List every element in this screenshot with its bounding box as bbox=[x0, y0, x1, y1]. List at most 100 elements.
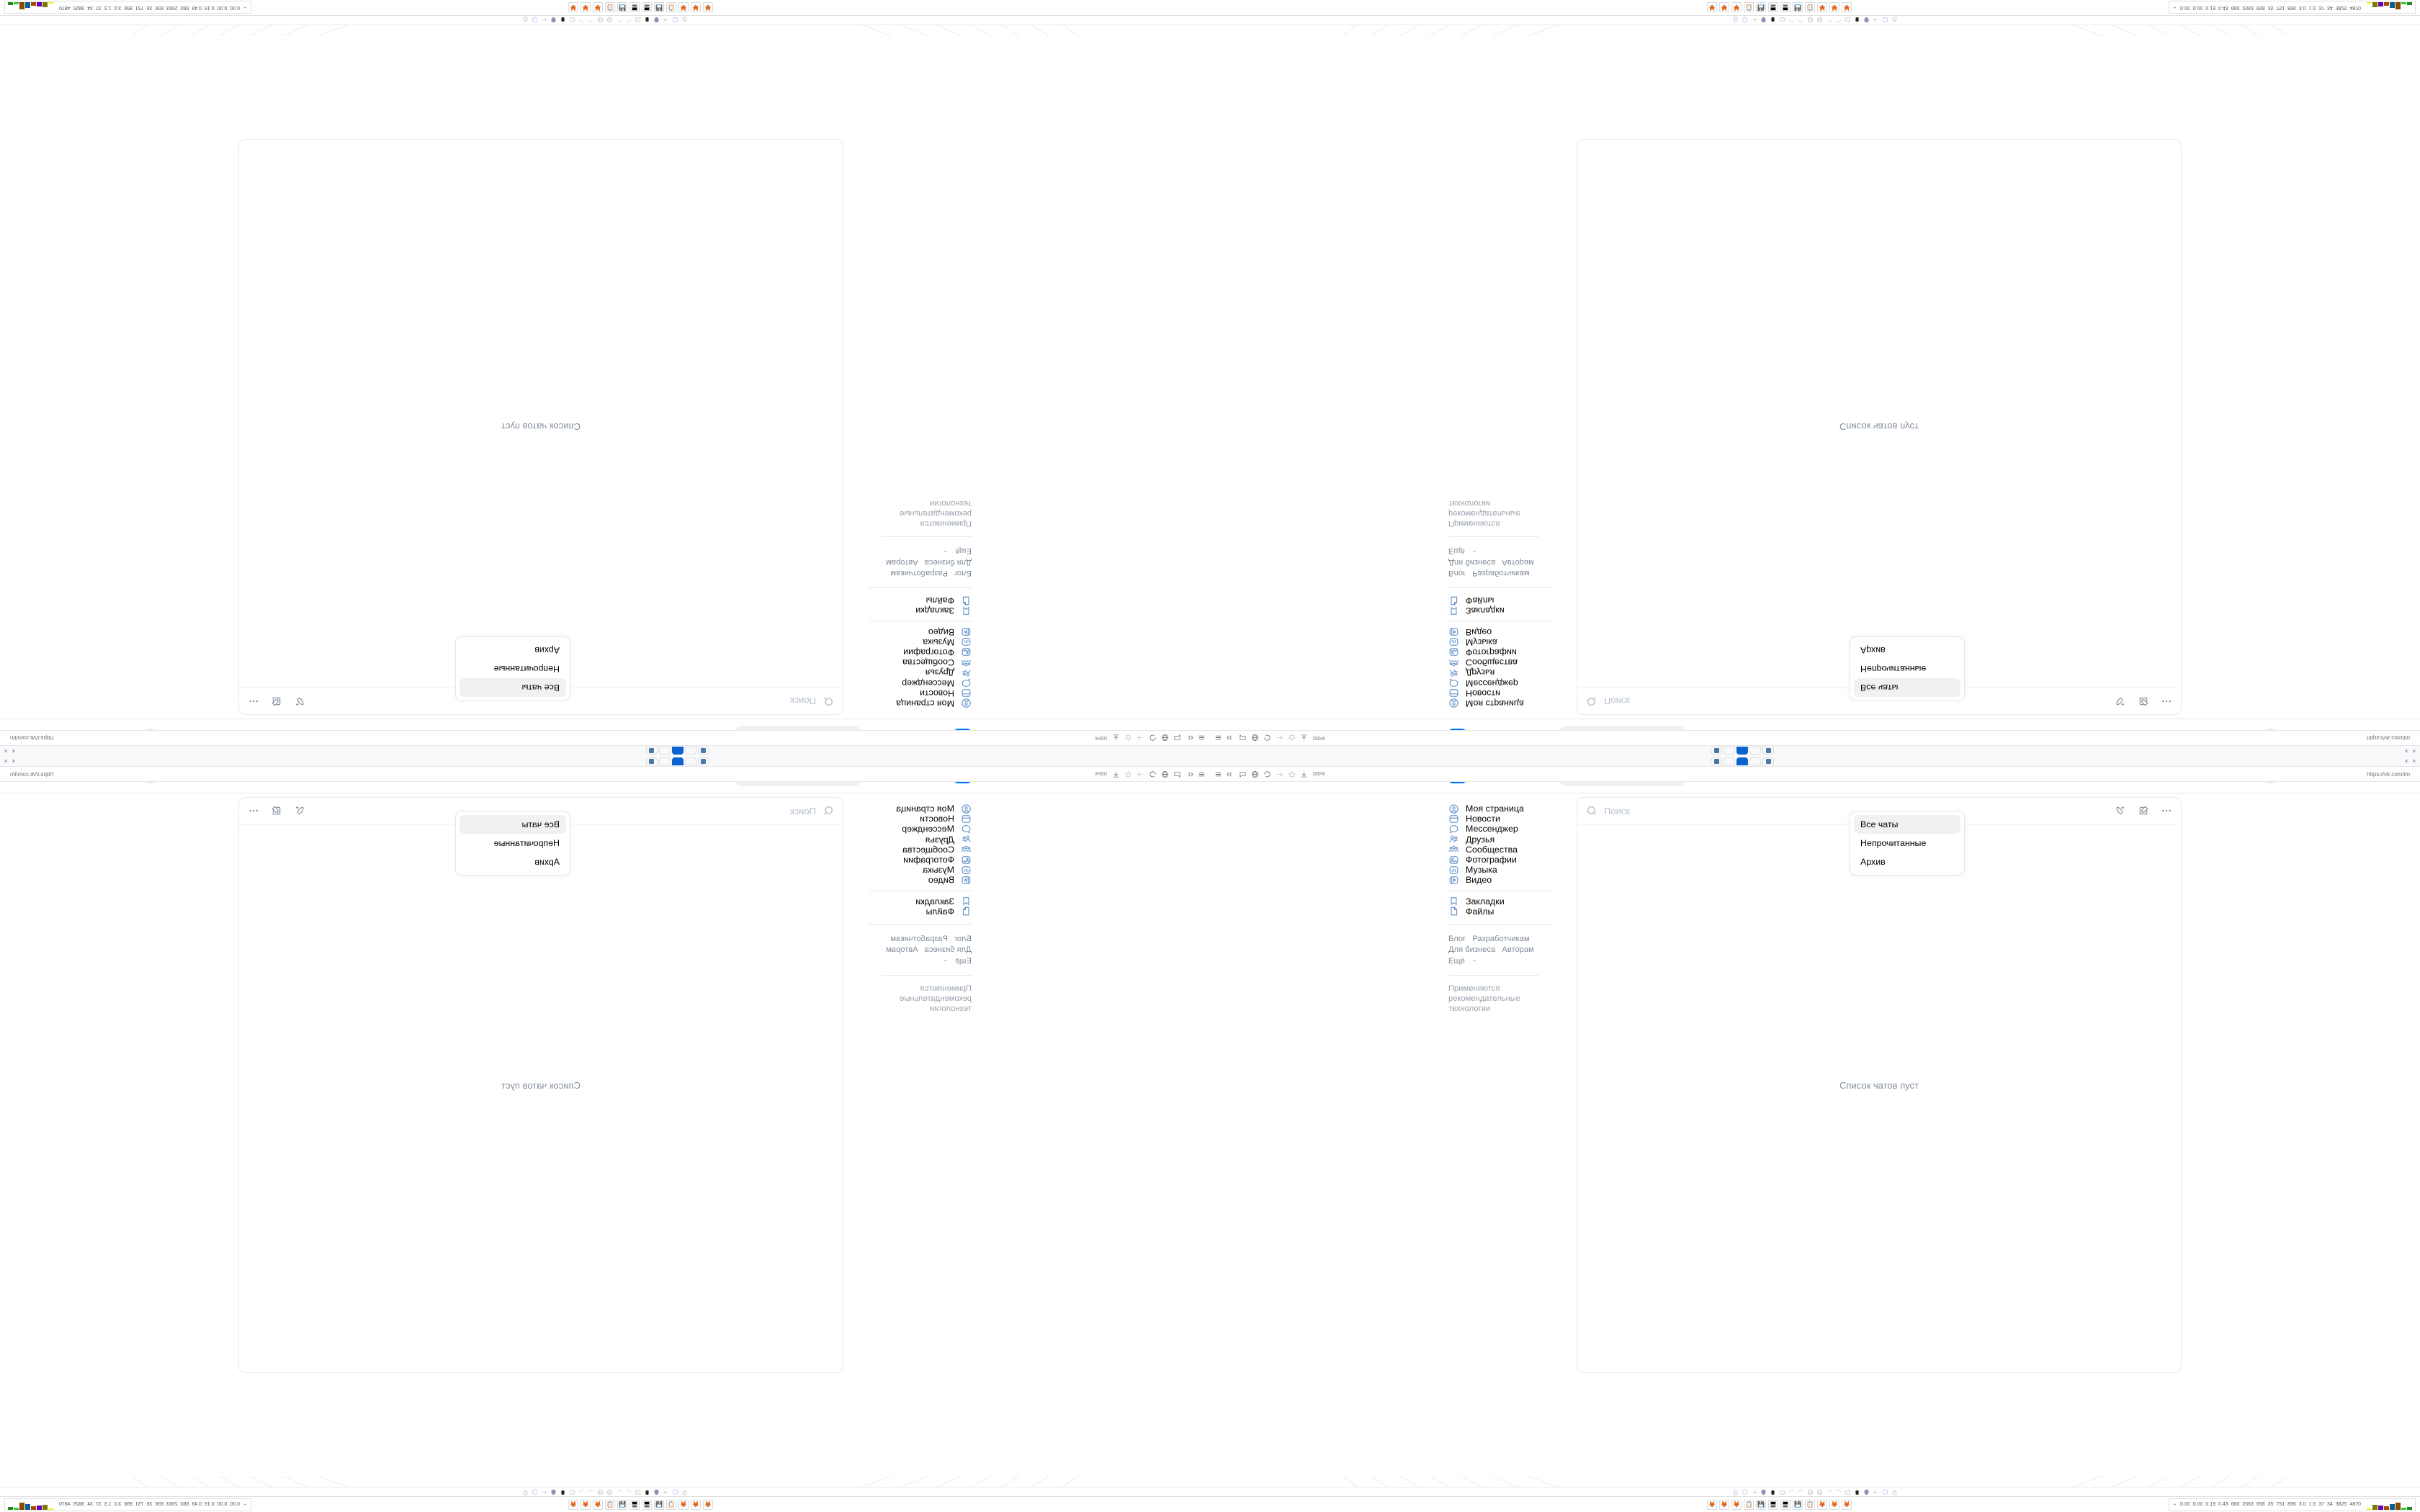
notepad-icon[interactable]: 📋 bbox=[666, 1499, 676, 1510]
sidebar-item-news[interactable]: Новости bbox=[864, 688, 972, 698]
terminal-icon[interactable]: 🖥 bbox=[642, 2, 652, 13]
more-options-icon[interactable] bbox=[2161, 805, 2172, 816]
sidebar-item-messenger[interactable]: Мессенджер bbox=[1448, 678, 1556, 688]
star-icon[interactable] bbox=[1124, 734, 1132, 742]
chevrons-icon[interactable] bbox=[1186, 734, 1193, 742]
more-options-icon[interactable] bbox=[2161, 696, 2172, 707]
sidebar-item-communities[interactable]: Сообщества bbox=[1448, 657, 1556, 667]
star-icon[interactable] bbox=[1124, 770, 1132, 778]
browser-tab-active[interactable] bbox=[1736, 747, 1748, 755]
messenger-search-input[interactable]: Поиск bbox=[305, 805, 834, 816]
triangle-right-icon[interactable] bbox=[2411, 758, 2417, 764]
messenger-search-input[interactable]: Поиск bbox=[305, 696, 834, 707]
terminal-icon[interactable]: 🖥 bbox=[1768, 1499, 1778, 1510]
globe-icon[interactable] bbox=[1251, 734, 1259, 742]
floppy-disk-icon[interactable]: 💾 bbox=[1756, 2, 1766, 13]
chevron-up-icon[interactable] bbox=[243, 1502, 248, 1507]
browser-tab[interactable] bbox=[698, 757, 709, 765]
floppy-disk-icon[interactable]: 💾 bbox=[617, 2, 627, 13]
zoom-level-label[interactable]: 100% bbox=[1312, 735, 1325, 741]
sidebar-item-news[interactable]: Новости bbox=[1448, 688, 1556, 698]
download-icon[interactable] bbox=[1300, 734, 1308, 742]
footer-link-authors[interactable]: Авторам bbox=[1502, 945, 1534, 955]
firefox-icon[interactable]: 🦊 bbox=[678, 1499, 689, 1510]
footer-link-more[interactable]: Ещё bbox=[955, 546, 972, 556]
reload-icon[interactable] bbox=[1149, 734, 1157, 742]
sidebar-item-my-page[interactable]: Моя страница bbox=[1448, 804, 1556, 814]
firefox-icon[interactable]: 🦊 bbox=[1829, 2, 1839, 13]
download-icon[interactable] bbox=[1112, 734, 1120, 742]
sidebar-item-messenger[interactable]: Мессенджер bbox=[864, 824, 972, 834]
filter-archive[interactable]: Архив bbox=[1860, 645, 1886, 655]
sidebar-item-video[interactable]: Видео bbox=[864, 627, 972, 637]
notepad-icon[interactable]: 📋 bbox=[1805, 1499, 1815, 1510]
browser-tab[interactable] bbox=[1724, 757, 1735, 765]
triangle-right-icon[interactable] bbox=[2411, 748, 2417, 754]
reload-icon[interactable] bbox=[1263, 770, 1271, 778]
sidebar-item-music[interactable]: Музыка bbox=[1448, 637, 1556, 647]
filter-unread[interactable]: Непрочитанные bbox=[493, 838, 560, 848]
notepad-icon[interactable]: 📋 bbox=[605, 2, 615, 13]
vk-extension-icon[interactable] bbox=[1173, 734, 1181, 742]
star-icon[interactable] bbox=[1288, 734, 1296, 742]
sidebar-item-photos[interactable]: Фотографии bbox=[1448, 855, 1556, 865]
floppy-disk-icon[interactable]: 💾 bbox=[617, 1499, 627, 1510]
firefox-icon[interactable]: 🦊 bbox=[1817, 2, 1827, 13]
firefox-icon[interactable]: 🦊 bbox=[703, 2, 713, 13]
sidebar-item-photos[interactable]: Фотографии bbox=[1448, 647, 1556, 657]
hamburger-menu-icon[interactable] bbox=[1214, 770, 1222, 778]
sidebar-item-photos[interactable]: Фотографии bbox=[864, 647, 972, 657]
address-bar[interactable]: https://vk.com/im bbox=[6, 733, 1089, 743]
footer-link-authors[interactable]: Авторам bbox=[1502, 557, 1534, 567]
chevrons-icon[interactable] bbox=[1186, 770, 1193, 778]
globe-icon[interactable] bbox=[1161, 770, 1169, 778]
reload-icon[interactable] bbox=[1263, 734, 1271, 742]
sidebar-item-friends[interactable]: Друзья bbox=[1448, 834, 1556, 845]
arrow-icon[interactable] bbox=[1276, 734, 1283, 742]
footer-link-developers[interactable]: Разработчикам bbox=[1472, 569, 1530, 578]
browser-tab[interactable] bbox=[646, 747, 658, 755]
system-monitor-widget[interactable]: 0.000.000.190.436602563656357518563.01.5… bbox=[4, 1498, 251, 1511]
notepad-icon[interactable]: 📋 bbox=[1744, 1499, 1754, 1510]
compose-icon[interactable] bbox=[2138, 696, 2149, 707]
sidebar-item-files[interactable]: Файлы bbox=[1448, 595, 1556, 606]
chevrons-icon[interactable] bbox=[1227, 734, 1234, 742]
triangle-left-icon[interactable] bbox=[11, 758, 17, 764]
firefox-icon[interactable]: 🦊 bbox=[678, 2, 689, 13]
firefox-icon[interactable]: 🦊 bbox=[703, 1499, 713, 1510]
sidebar-item-music[interactable]: Музыка bbox=[864, 865, 972, 875]
add-contact-icon[interactable] bbox=[294, 805, 305, 816]
zoom-level-label[interactable]: 100% bbox=[1095, 771, 1108, 777]
sidebar-item-files[interactable]: Файлы bbox=[1448, 906, 1556, 917]
add-contact-icon[interactable] bbox=[2115, 696, 2126, 707]
browser-tab[interactable] bbox=[698, 747, 709, 755]
sidebar-item-music[interactable]: Музыка bbox=[864, 637, 972, 647]
chevron-up-icon[interactable] bbox=[2172, 5, 2177, 10]
firefox-icon[interactable]: 🦊 bbox=[1719, 2, 1729, 13]
browser-tab[interactable] bbox=[1749, 757, 1761, 765]
footer-link-business[interactable]: Для бизнеса bbox=[1448, 557, 1496, 567]
footer-link-developers[interactable]: Разработчикам bbox=[1472, 934, 1530, 943]
messenger-search-input[interactable]: Поиск bbox=[1586, 696, 2115, 707]
footer-link-authors[interactable]: Авторам bbox=[886, 945, 918, 955]
firefox-icon[interactable]: 🦊 bbox=[691, 1499, 701, 1510]
compose-icon[interactable] bbox=[271, 805, 282, 816]
sidebar-item-friends[interactable]: Друзья bbox=[1448, 667, 1556, 678]
notepad-icon[interactable]: 📋 bbox=[1805, 2, 1815, 13]
firefox-icon[interactable]: 🦊 bbox=[1719, 1499, 1729, 1510]
firefox-icon[interactable]: 🦊 bbox=[1731, 1499, 1742, 1510]
sidebar-item-my-page[interactable]: Моя страница bbox=[1448, 698, 1556, 708]
footer-link-more[interactable]: Ещё bbox=[955, 956, 972, 966]
compose-icon[interactable] bbox=[2138, 805, 2149, 816]
sidebar-item-video[interactable]: Видео bbox=[1448, 627, 1556, 637]
sidebar-item-communities[interactable]: Сообщества bbox=[864, 657, 972, 667]
browser-tab-active[interactable] bbox=[1736, 757, 1748, 765]
arrow-icon[interactable] bbox=[1137, 734, 1144, 742]
sidebar-item-news[interactable]: Новости bbox=[1448, 814, 1556, 824]
notepad-icon[interactable]: 📋 bbox=[666, 2, 676, 13]
vk-extension-icon[interactable] bbox=[1173, 770, 1181, 778]
sidebar-item-bookmarks[interactable]: Закладки bbox=[1448, 606, 1556, 616]
browser-tab[interactable] bbox=[1762, 747, 1774, 755]
address-bar[interactable]: https://vk.com/im bbox=[6, 769, 1089, 779]
